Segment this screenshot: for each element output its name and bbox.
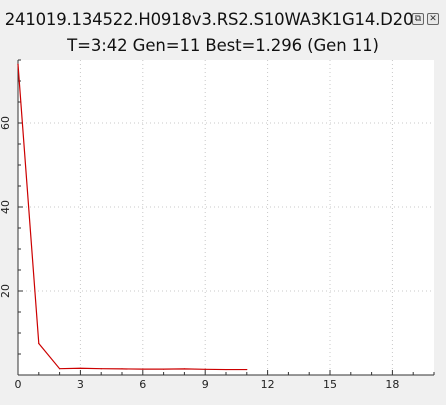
data-point [59, 368, 61, 370]
y-tick-label: 20 [0, 284, 12, 298]
data-point [142, 368, 144, 370]
data-point [183, 368, 185, 370]
y-tick-label: 60 [0, 116, 12, 130]
y-tick-label: 40 [0, 200, 12, 214]
x-tick-label: 18 [385, 378, 399, 391]
chart-title: T=3:42 Gen=11 Best=1.296 (Gen 11) [67, 36, 379, 55]
data-point [38, 342, 40, 345]
x-tick-label: 6 [139, 378, 146, 391]
data-point [163, 368, 165, 370]
x-tick-label: 3 [77, 378, 84, 391]
x-tick-label: 15 [323, 378, 337, 391]
data-point [204, 368, 206, 370]
data-point [246, 368, 248, 371]
window-title: 241019.134522.H0918v3.RS2.S10WA3K1G14.D2… [4, 10, 414, 29]
data-point [100, 368, 102, 370]
float-icon[interactable]: ⧉ [412, 13, 424, 25]
grid [18, 60, 434, 375]
data-point [79, 367, 81, 369]
close-icon[interactable]: ✕ [427, 13, 439, 25]
x-tick-label: 9 [202, 378, 209, 391]
data-point [17, 63, 19, 65]
x-tick-label: 12 [261, 378, 275, 391]
x-tick-label: 0 [15, 378, 22, 391]
plot-area [18, 60, 434, 375]
data-point [225, 368, 227, 371]
series [17, 63, 248, 371]
series-line-best [17, 64, 247, 371]
data-point [121, 368, 123, 370]
ticks: 0 3 6 9 12 15 18 20 40 60 [0, 59, 435, 391]
